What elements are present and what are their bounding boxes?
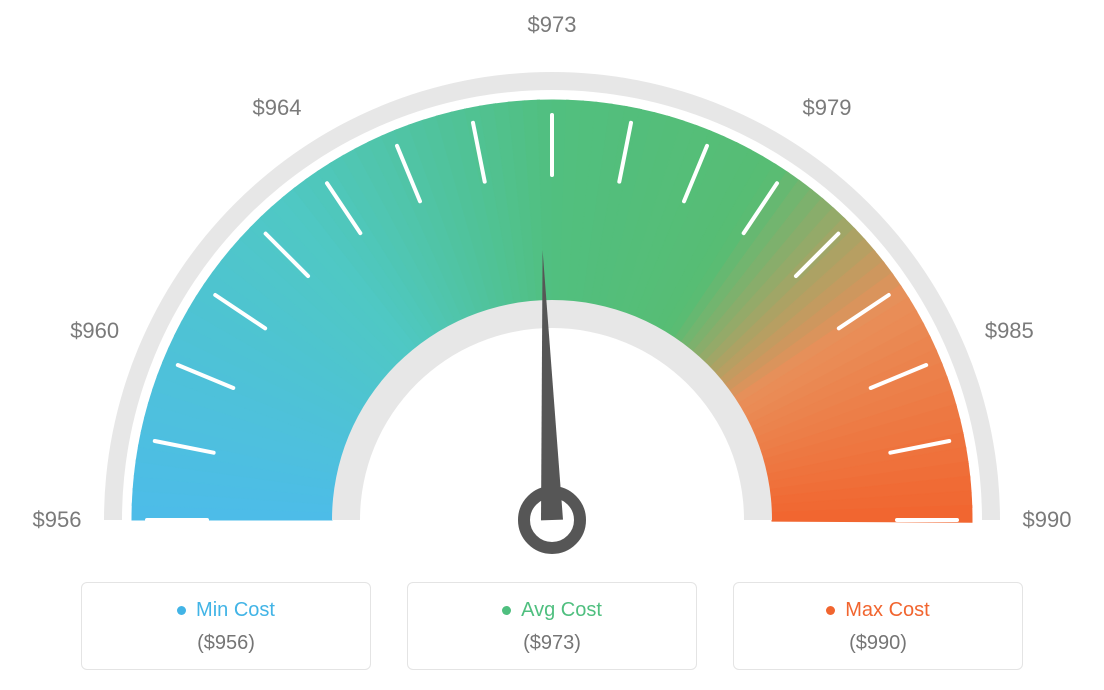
legend-avg: Avg Cost ($973) (407, 582, 697, 670)
legend-max-dot (826, 606, 835, 615)
legend-min-dot (177, 606, 186, 615)
gauge-tick-label: $979 (803, 95, 852, 121)
legend-min: Min Cost ($956) (81, 582, 371, 670)
legend-row: Min Cost ($956) Avg Cost ($973) Max Cost… (0, 582, 1104, 670)
legend-max-title: Max Cost (826, 599, 929, 622)
gauge-svg (0, 0, 1104, 570)
legend-avg-title: Avg Cost (502, 599, 602, 622)
legend-avg-label: Avg Cost (521, 599, 602, 622)
legend-min-value: ($956) (104, 632, 348, 655)
gauge-tick-label: $960 (70, 318, 119, 344)
legend-max-label: Max Cost (845, 599, 929, 622)
legend-avg-dot (502, 606, 511, 615)
legend-min-title: Min Cost (177, 599, 275, 622)
gauge-tick-label: $985 (985, 318, 1034, 344)
gauge-tick-label: $990 (1023, 507, 1072, 533)
gauge-tick-label: $964 (253, 95, 302, 121)
legend-max-value: ($990) (756, 632, 1000, 655)
legend-min-label: Min Cost (196, 599, 275, 622)
gauge-tick-label: $956 (33, 507, 82, 533)
legend-avg-value: ($973) (430, 632, 674, 655)
gauge-tick-label: $973 (528, 12, 577, 38)
gauge: $956 $960 $964 $973 $979 $985 $990 (0, 0, 1104, 570)
legend-max: Max Cost ($990) (733, 582, 1023, 670)
chart-container: $956 $960 $964 $973 $979 $985 $990 Min Cost ($… (0, 0, 1104, 690)
